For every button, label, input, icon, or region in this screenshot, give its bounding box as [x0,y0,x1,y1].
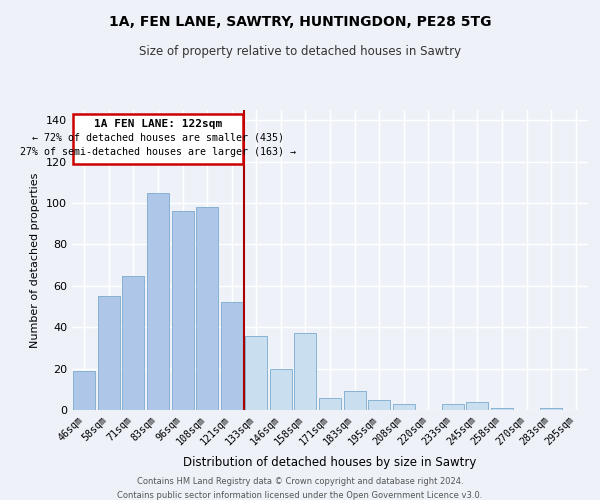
Bar [122,276,145,410]
Text: 27% of semi-detached houses are larger (163) →: 27% of semi-detached houses are larger (… [20,147,296,157]
Text: 1A, FEN LANE, SAWTRY, HUNTINGDON, PE28 5TG: 1A, FEN LANE, SAWTRY, HUNTINGDON, PE28 5… [109,15,491,29]
Bar [98,296,120,410]
Text: 1A FEN LANE: 122sqm: 1A FEN LANE: 122sqm [94,120,222,130]
Text: Contains HM Land Registry data © Crown copyright and database right 2024.: Contains HM Land Registry data © Crown c… [137,478,463,486]
Bar [147,193,169,410]
Bar [73,370,95,410]
Bar [442,404,464,410]
X-axis label: Distribution of detached houses by size in Sawtry: Distribution of detached houses by size … [184,456,476,468]
Bar [295,334,316,410]
Bar [245,336,268,410]
Text: ← 72% of detached houses are smaller (435): ← 72% of detached houses are smaller (43… [32,133,284,143]
Bar [392,404,415,410]
Y-axis label: Number of detached properties: Number of detached properties [31,172,40,348]
Bar [540,408,562,410]
Bar [221,302,243,410]
Bar [368,400,390,410]
Bar [344,392,365,410]
Bar [172,212,194,410]
Bar [270,368,292,410]
Text: Size of property relative to detached houses in Sawtry: Size of property relative to detached ho… [139,45,461,58]
FancyBboxPatch shape [73,114,243,164]
Bar [466,402,488,410]
Bar [319,398,341,410]
Bar [491,408,513,410]
Bar [196,207,218,410]
Text: Contains public sector information licensed under the Open Government Licence v3: Contains public sector information licen… [118,491,482,500]
